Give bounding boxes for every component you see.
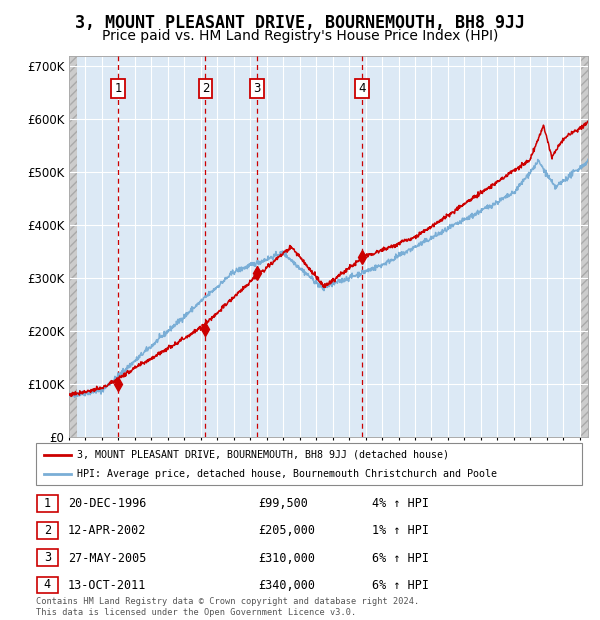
FancyBboxPatch shape <box>37 577 58 593</box>
FancyBboxPatch shape <box>37 495 58 512</box>
Text: 3: 3 <box>44 551 51 564</box>
Text: 4: 4 <box>44 578 51 591</box>
Text: £310,000: £310,000 <box>258 552 315 564</box>
Text: 4: 4 <box>358 82 366 95</box>
Text: £99,500: £99,500 <box>258 497 308 510</box>
Text: 2: 2 <box>44 524 51 537</box>
Text: 1: 1 <box>114 82 122 95</box>
Text: 20-DEC-1996: 20-DEC-1996 <box>68 497 146 510</box>
Text: 3, MOUNT PLEASANT DRIVE, BOURNEMOUTH, BH8 9JJ: 3, MOUNT PLEASANT DRIVE, BOURNEMOUTH, BH… <box>75 14 525 32</box>
Text: 6% ↑ HPI: 6% ↑ HPI <box>372 579 429 591</box>
Text: HPI: Average price, detached house, Bournemouth Christchurch and Poole: HPI: Average price, detached house, Bour… <box>77 469 497 479</box>
FancyBboxPatch shape <box>37 522 58 539</box>
Text: £205,000: £205,000 <box>258 525 315 537</box>
Text: 3, MOUNT PLEASANT DRIVE, BOURNEMOUTH, BH8 9JJ (detached house): 3, MOUNT PLEASANT DRIVE, BOURNEMOUTH, BH… <box>77 450 449 459</box>
Text: Price paid vs. HM Land Registry's House Price Index (HPI): Price paid vs. HM Land Registry's House … <box>102 29 498 43</box>
Bar <box>580 56 588 437</box>
Text: 13-OCT-2011: 13-OCT-2011 <box>68 579 146 591</box>
Text: 12-APR-2002: 12-APR-2002 <box>68 525 146 537</box>
Text: 1% ↑ HPI: 1% ↑ HPI <box>372 525 429 537</box>
Text: 1: 1 <box>44 497 51 510</box>
Text: 2: 2 <box>202 82 209 95</box>
Text: Contains HM Land Registry data © Crown copyright and database right 2024.
This d: Contains HM Land Registry data © Crown c… <box>36 598 419 617</box>
Text: 6% ↑ HPI: 6% ↑ HPI <box>372 552 429 564</box>
FancyBboxPatch shape <box>36 443 582 485</box>
Bar <box>69 56 77 437</box>
Text: £340,000: £340,000 <box>258 579 315 591</box>
FancyBboxPatch shape <box>37 549 58 566</box>
Text: 4% ↑ HPI: 4% ↑ HPI <box>372 497 429 510</box>
Text: 3: 3 <box>253 82 260 95</box>
Text: 27-MAY-2005: 27-MAY-2005 <box>68 552 146 564</box>
